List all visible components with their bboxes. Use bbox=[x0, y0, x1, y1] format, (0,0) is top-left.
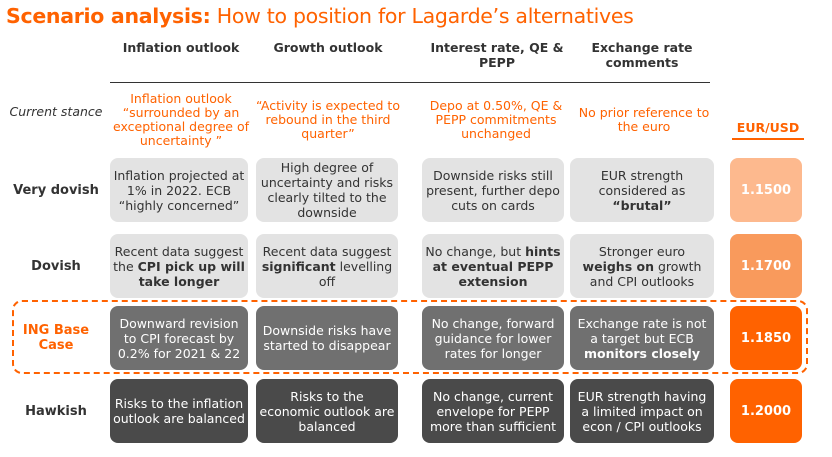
cell-text: Exchange rate is not a target but ECB mo… bbox=[577, 315, 707, 361]
cell-text: Recent data suggest significant levellin… bbox=[261, 243, 393, 289]
cell-emphasis: “brutal” bbox=[612, 197, 672, 213]
stance-inflation: Inflation outlook “surrounded by an exce… bbox=[112, 91, 250, 148]
cell-hawkish-interest: No change, current envelope for PEPP mor… bbox=[422, 379, 564, 443]
row-label-dovish: Dovish bbox=[31, 258, 81, 274]
cell-hawkish-inflation: Risks to the inflation outlook are balan… bbox=[110, 379, 248, 443]
eurusd-value-hawkish: 1.2000 bbox=[730, 379, 802, 443]
cell-emphasis: monitors closely bbox=[584, 345, 700, 361]
cell-text: Stronger euro weighs on growth and CPI o… bbox=[582, 243, 702, 289]
cell-text: Recent data suggest the CPI pick up will… bbox=[113, 243, 245, 289]
cell-hawkish-growth: Risks to the economic outlook are balanc… bbox=[256, 379, 398, 443]
row-label-ing-base-case: ING Base Case bbox=[22, 323, 90, 353]
eurusd-value-dovish: 1.1700 bbox=[730, 234, 802, 298]
cell-ing-base-case-interest: No change, forward guidance for lower ra… bbox=[422, 306, 564, 370]
cell-ing-base-case-exchange: Exchange rate is not a target but ECB mo… bbox=[570, 306, 714, 370]
cell-ing-base-case-inflation: Downward revision to CPI forecast by 0.2… bbox=[110, 306, 248, 370]
row-label-very-dovish: Very dovish bbox=[13, 182, 99, 198]
cell-ing-base-case-growth: Downside risks have started to disappear bbox=[256, 306, 398, 370]
eurusd-value-ing-base-case: 1.1850 bbox=[730, 306, 802, 370]
cell-emphasis: CPI pick up will take longer bbox=[137, 258, 245, 289]
cell-very-dovish-exchange: EUR strength considered as “brutal” bbox=[570, 158, 714, 222]
base-case-highlight bbox=[12, 300, 808, 374]
cell-text: No change, forward guidance for lower ra… bbox=[431, 315, 555, 361]
stance-exchange: No prior reference to the euro bbox=[578, 105, 710, 134]
eurusd-value-very-dovish: 1.1500 bbox=[730, 158, 802, 222]
cell-very-dovish-inflation: Inflation projected at 1% in 2022. ECB “… bbox=[110, 158, 248, 222]
cell-text: No change, but hints at eventual PEPP ex… bbox=[425, 243, 561, 289]
current-stance-label: Current stance bbox=[9, 104, 103, 119]
cell-text: High degree of uncertainty and risks cle… bbox=[260, 160, 394, 220]
column-header-growth: Growth outlook bbox=[273, 40, 383, 55]
cell-dovish-exchange: Stronger euro weighs on growth and CPI o… bbox=[570, 234, 714, 298]
cell-text: EUR strength having a limited impact on … bbox=[577, 388, 707, 434]
column-header-interest: Interest rate, QE & PEPP bbox=[430, 40, 564, 70]
column-header-exchange: Exchange rate comments bbox=[591, 40, 693, 70]
cell-emphasis: weighs on bbox=[582, 258, 654, 274]
cell-very-dovish-interest: Downside risks still present, further de… bbox=[422, 158, 564, 222]
cell-emphasis: hints at eventual PEPP extension bbox=[432, 243, 561, 289]
title-rest: How to position for Lagarde’s alternativ… bbox=[210, 4, 634, 28]
cell-very-dovish-growth: High degree of uncertainty and risks cle… bbox=[256, 158, 398, 222]
cell-text: Downside risks still present, further de… bbox=[426, 167, 560, 213]
cell-text: EUR strength considered as “brutal” bbox=[598, 167, 686, 213]
cell-text: Risks to the economic outlook are balanc… bbox=[259, 388, 395, 434]
cell-text: Downward revision to CPI forecast by 0.2… bbox=[117, 315, 241, 361]
cell-dovish-inflation: Recent data suggest the CPI pick up will… bbox=[110, 234, 248, 298]
cell-text: Inflation projected at 1% in 2022. ECB “… bbox=[113, 167, 245, 213]
eurusd-header: EUR/USD bbox=[732, 120, 804, 140]
cell-text: Downside risks have started to disappear bbox=[262, 323, 392, 353]
cell-text: Risks to the inflation outlook are balan… bbox=[113, 396, 245, 426]
page-title: Scenario analysis: How to position for L… bbox=[6, 4, 634, 28]
stance-interest: Depo at 0.50%, QE & PEPP commitments unc… bbox=[429, 98, 563, 141]
cell-hawkish-exchange: EUR strength having a limited impact on … bbox=[570, 379, 714, 443]
cell-dovish-growth: Recent data suggest significant levellin… bbox=[256, 234, 398, 298]
cell-emphasis: significant bbox=[261, 258, 336, 274]
title-bold: Scenario analysis: bbox=[6, 4, 211, 28]
cell-text: No change, current envelope for PEPP mor… bbox=[429, 388, 557, 434]
stance-growth: “Activity is expected to rebound in the … bbox=[256, 98, 400, 141]
column-header-inflation: Inflation outlook bbox=[122, 40, 240, 55]
header-divider bbox=[110, 82, 710, 83]
cell-dovish-interest: No change, but hints at eventual PEPP ex… bbox=[422, 234, 564, 298]
row-label-hawkish: Hawkish bbox=[25, 403, 87, 419]
